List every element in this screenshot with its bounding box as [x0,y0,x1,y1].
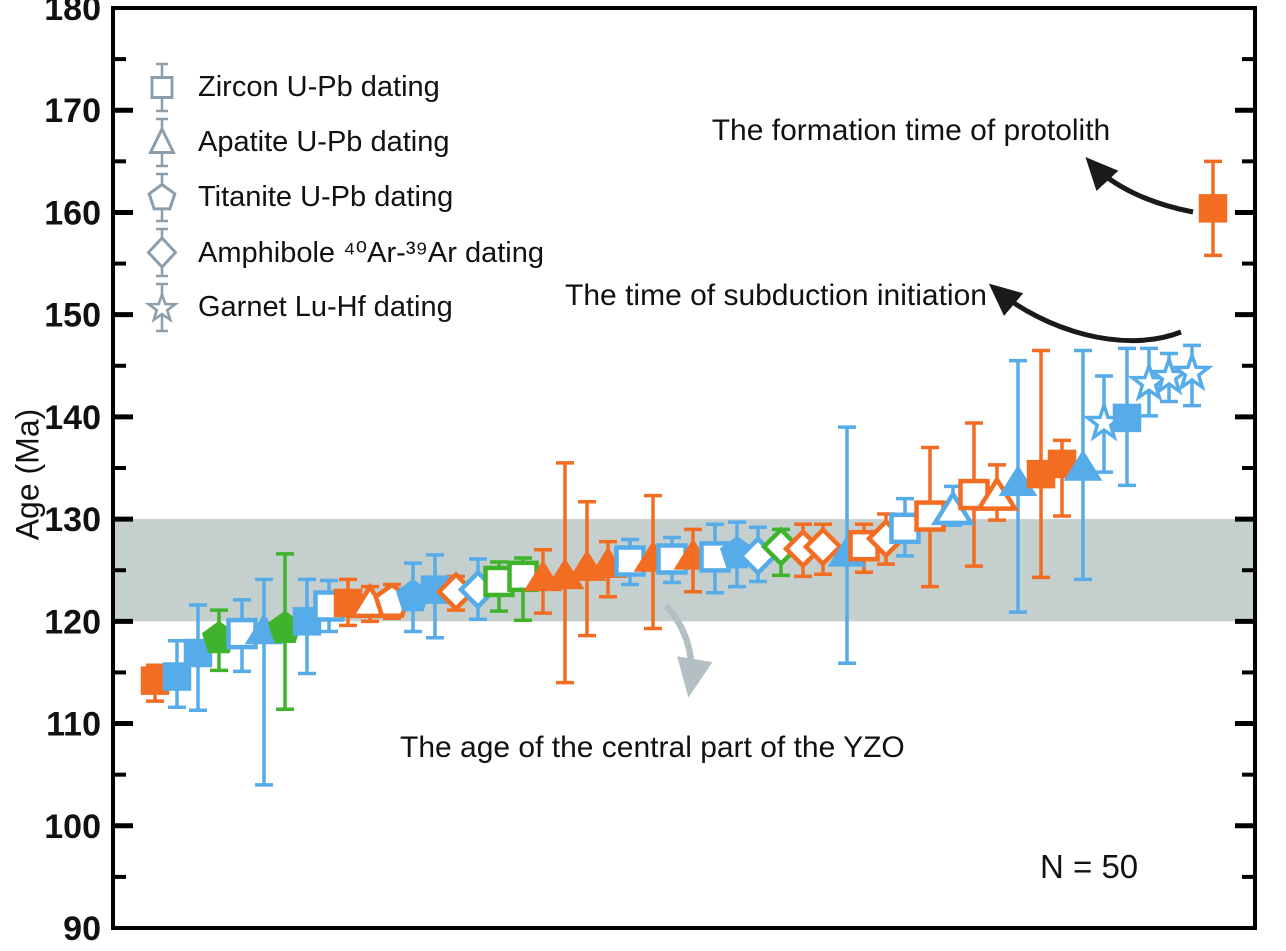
legend-label: Titanite U-Pb dating [198,181,454,213]
garnet-star-icon [144,282,180,333]
legend-label: Amphibole ⁴⁰Ar-³⁹Ar dating [198,237,544,269]
symbols [140,194,1228,695]
apatite-triangle-icon [148,117,176,168]
y-tick-label: 130 [44,501,101,539]
y-tick-label: 110 [46,706,101,744]
band-label-arrow [663,603,713,698]
y-tick-label: 180 [44,0,101,28]
legend-item-garnet: Garnet Lu-Hf dating [142,280,544,335]
legend-label: Zircon U-Pb dating [198,71,440,103]
y-tick-label: 120 [44,603,101,641]
data-point-diamond [802,526,844,567]
titanite-pentagon-icon [147,172,177,223]
legend: Zircon U-Pb dating Apatite U-Pb dating T… [142,60,544,335]
y-tick-label: 100 [44,808,101,846]
legend-item-amphibole: Amphibole ⁴⁰Ar-³⁹Ar dating [142,225,544,280]
data-point-square [162,662,192,691]
legend-item-titanite: Titanite U-Pb dating [142,170,544,225]
legend-item-apatite: Apatite U-Pb dating [142,115,544,170]
legend-label: Apatite U-Pb dating [198,126,450,158]
subduction-arrow [988,283,1182,344]
data-point-triangle [1063,449,1103,481]
data-points-layer [140,159,1228,787]
zircon-square-icon [150,62,174,113]
annotation-arrows [663,157,1194,698]
y-tick-label: 160 [44,194,101,232]
axis-ticks-layer: 90 100 110 120 130 140 150 160 170 180 [44,0,1255,948]
amphibole-diamond-icon [146,227,178,278]
y-tick-label: 90 [63,910,101,948]
legend-label: Garnet Lu-Hf dating [198,291,453,323]
y-tick-label: 140 [44,399,101,437]
y-tick-label: 170 [44,92,101,130]
data-point-square [1112,403,1142,433]
data-point-square [1198,194,1228,223]
legend-item-zircon: Zircon U-Pb dating [142,60,544,115]
y-tick-label: 150 [44,297,101,335]
protolith-arrow [1085,157,1194,215]
data-point-star [1170,350,1214,392]
